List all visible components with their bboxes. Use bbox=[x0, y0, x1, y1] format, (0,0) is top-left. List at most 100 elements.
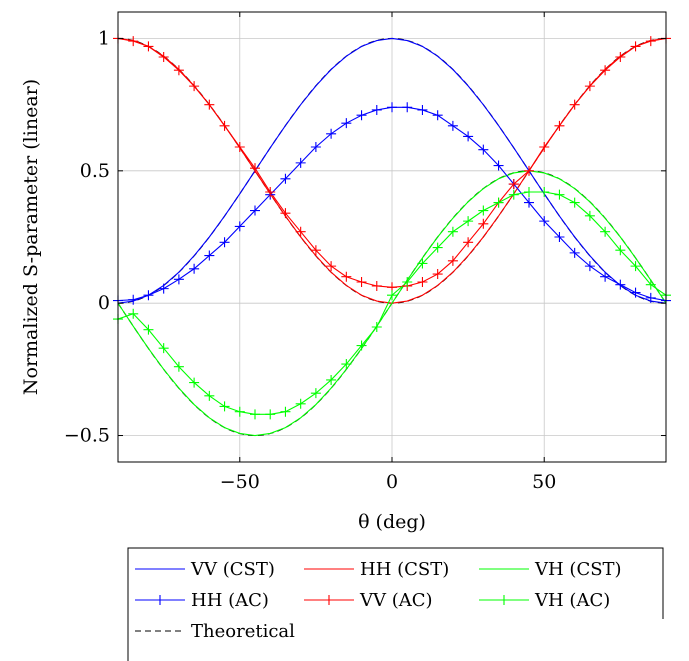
series-line-vh-cst bbox=[117, 170, 667, 437]
legend-frame bbox=[127, 547, 664, 661]
x-tick-label: 50 bbox=[532, 471, 556, 493]
data-point-vv-ac bbox=[143, 41, 154, 52]
data-point-vh-ac bbox=[539, 187, 550, 197]
data-point-vh-ac bbox=[326, 374, 337, 385]
data-point-hh-ac bbox=[280, 173, 291, 184]
data-point-vh-ac bbox=[189, 377, 200, 388]
data-point-vv-ac bbox=[539, 142, 550, 152]
data-point-vv-ac bbox=[173, 65, 184, 76]
data-point-vv-ac bbox=[478, 218, 489, 229]
data-point-vv-ac bbox=[219, 120, 230, 131]
data-point-vv-ac bbox=[447, 255, 458, 266]
x-axis-label: θ (deg) bbox=[358, 511, 426, 533]
data-point-hh-ac bbox=[204, 250, 215, 261]
data-point-hh-ac bbox=[630, 287, 641, 298]
legend-label-hh-cst: HH (CST) bbox=[360, 559, 449, 580]
data-point-hh-ac bbox=[463, 131, 474, 142]
data-point-vv-ac bbox=[295, 226, 306, 237]
data-point-vh-ac bbox=[463, 216, 474, 227]
data-point-vh-ac bbox=[615, 245, 626, 256]
data-point-vv-ac bbox=[371, 280, 382, 291]
ticks: −50 0 50 −0.5 0 0.5 1 bbox=[64, 12, 666, 493]
data-point-vv-ac bbox=[630, 41, 641, 52]
y-tick-label: −0.5 bbox=[64, 425, 110, 447]
data-point-vh-ac bbox=[265, 409, 276, 420]
legend-label-vv-ac: VV (AC) bbox=[359, 590, 433, 611]
data-point-vh-ac bbox=[158, 343, 169, 354]
data-point-vv-ac bbox=[600, 65, 611, 76]
legend-marker-vh-ac bbox=[499, 595, 509, 605]
data-point-vh-ac bbox=[600, 226, 611, 237]
data-point-vv-ac bbox=[569, 99, 580, 110]
data-point-hh-ac bbox=[158, 283, 169, 294]
data-point-hh-ac bbox=[310, 142, 321, 152]
data-point-vh-ac bbox=[493, 197, 504, 208]
data-point-vv-ac bbox=[280, 208, 291, 219]
data-point-vh-ac bbox=[554, 189, 565, 200]
data-point-hh-ac bbox=[371, 104, 382, 115]
y-axis-label: Normalized S-parameter (linear) bbox=[20, 79, 42, 395]
data-point-vh-ac bbox=[356, 340, 367, 351]
data-point-vh-ac bbox=[569, 197, 580, 208]
data-point-vv-ac bbox=[417, 277, 428, 287]
data-point-vv-ac bbox=[508, 179, 519, 190]
legend-label-vh-cst: VH (CST) bbox=[534, 559, 622, 580]
data-point-vv-ac bbox=[189, 81, 200, 92]
data-point-hh-ac bbox=[615, 279, 626, 290]
data-point-hh-ac bbox=[341, 118, 352, 129]
data-point-vh-ac bbox=[280, 406, 291, 417]
data-point-vh-ac bbox=[234, 406, 245, 417]
data-point-vh-ac bbox=[310, 388, 321, 399]
data-point-hh-ac bbox=[189, 263, 200, 274]
data-point-vv-ac bbox=[234, 142, 245, 152]
data-point-vh-ac bbox=[447, 226, 458, 237]
data-point-hh-ac bbox=[356, 110, 367, 121]
data-point-vh-ac bbox=[128, 308, 139, 319]
data-point-hh-ac bbox=[569, 247, 580, 258]
legend-label-vh-ac: VH (AC) bbox=[534, 590, 610, 611]
legend: VV (CST) HH (CST) VH (CST) HH (AC) VV (AC) VH… bbox=[127, 547, 664, 661]
data-point-hh-ac bbox=[128, 294, 139, 305]
data-point-vv-ac bbox=[524, 165, 534, 176]
data-point-hh-ac bbox=[387, 102, 397, 113]
data-point-vh-ac bbox=[143, 324, 154, 335]
data-point-hh-ac bbox=[524, 197, 534, 208]
data-point-vh-ac bbox=[524, 187, 534, 197]
data-point-vh-ac bbox=[250, 409, 260, 420]
data-point-vv-ac bbox=[158, 52, 169, 62]
data-point-hh-ac bbox=[234, 221, 245, 232]
data-point-vh-ac bbox=[341, 359, 352, 370]
data-point-vh-ac bbox=[295, 398, 306, 409]
data-point-vh-ac bbox=[478, 205, 489, 216]
data-point-vh-ac bbox=[584, 210, 595, 221]
data-point-vh-ac bbox=[173, 361, 184, 372]
data-point-vv-ac bbox=[265, 187, 276, 197]
legend-marker-vv-ac bbox=[324, 595, 334, 605]
data-point-hh-ac bbox=[539, 216, 550, 227]
data-point-hh-ac bbox=[417, 104, 428, 115]
data-point-vv-ac bbox=[584, 81, 595, 92]
data-point-vh-ac bbox=[508, 189, 519, 200]
x-tick-label: −50 bbox=[220, 471, 260, 493]
data-point-vv-ac bbox=[310, 245, 321, 256]
data-point-vh-ac bbox=[432, 242, 443, 253]
data-point-hh-ac bbox=[493, 160, 504, 171]
data-point-vv-ac bbox=[341, 271, 352, 282]
legend-label-hh-ac: HH (AC) bbox=[191, 590, 269, 611]
data-point-hh-ac bbox=[326, 128, 337, 139]
series-line-vv-cst bbox=[117, 37, 667, 304]
series-markers bbox=[113, 33, 671, 420]
data-point-hh-ac bbox=[600, 271, 611, 282]
data-point-vv-ac bbox=[463, 237, 474, 248]
data-point-hh-ac bbox=[447, 120, 458, 131]
y-tick-label: 0.5 bbox=[80, 160, 110, 182]
data-point-vh-ac bbox=[219, 401, 230, 412]
y-tick-label: 1 bbox=[98, 27, 110, 49]
data-point-vh-ac bbox=[630, 261, 641, 272]
data-point-hh-ac bbox=[645, 292, 656, 303]
data-point-vv-ac bbox=[645, 36, 656, 47]
data-point-hh-ac bbox=[584, 261, 595, 272]
data-point-vh-ac bbox=[387, 290, 397, 301]
data-point-vh-ac bbox=[402, 277, 413, 287]
